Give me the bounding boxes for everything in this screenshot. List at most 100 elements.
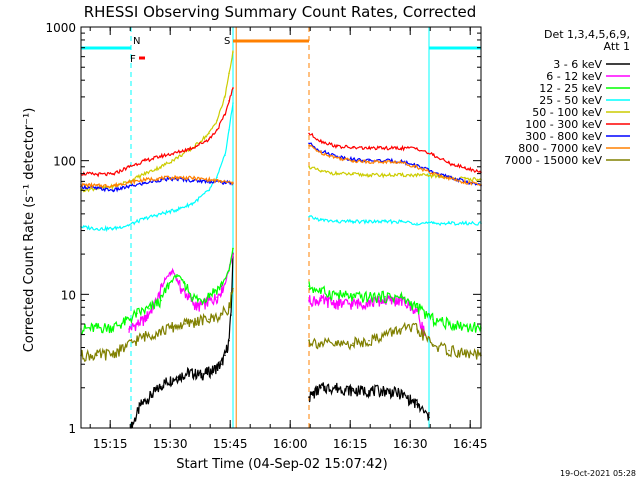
legend-label-6: 300 - 800 keV — [525, 130, 602, 143]
data-point-8-1-9 — [448, 349, 450, 352]
data-point-8-1-4 — [368, 339, 370, 342]
data-point-0-1-2 — [336, 386, 338, 389]
data-point-3-1-4 — [368, 220, 370, 223]
data-point-5-1-6 — [400, 147, 402, 149]
data-point-7-1-2 — [336, 157, 338, 159]
flag-label-3: F — [130, 54, 136, 65]
series-line-5-0 — [80, 87, 234, 178]
x-tick-label-0: 15:15 — [93, 437, 128, 451]
data-point-2-1-5 — [384, 295, 386, 298]
data-point-4-1-0 — [308, 165, 310, 168]
data-point-5-0-7 — [192, 146, 194, 149]
data-point-7-1-4 — [368, 161, 370, 163]
data-point-0-1-0 — [308, 396, 310, 398]
plot-area: N S F 1 10 100 1000 15:15 15:30 15:45 16:00 16:15 16… — [45, 21, 487, 451]
data-point-8-0-9 — [196, 320, 198, 322]
data-point-0-0-9 — [224, 354, 226, 357]
data-point-4-1-7 — [416, 174, 418, 176]
y-tick-label-3: 1000 — [45, 21, 76, 35]
data-point-1-0-3 — [164, 278, 166, 280]
data-point-5-1-2 — [336, 145, 338, 148]
data-point-3-1-9 — [448, 222, 450, 225]
data-point-0-1-5 — [384, 389, 386, 392]
data-point-5-0-10 — [224, 114, 226, 116]
data-point-2-0-3 — [124, 321, 126, 323]
data-point-0-0-5 — [188, 371, 190, 374]
data-point-3-1-8 — [432, 222, 434, 225]
data-point-2-1-4 — [368, 296, 370, 299]
data-point-8-1-1 — [320, 342, 322, 345]
x-tick-label-6: 16:45 — [453, 437, 488, 451]
data-point-7-0-8 — [208, 178, 210, 181]
data-point-7-0-2 — [112, 184, 114, 187]
data-point-4-1-4 — [368, 174, 370, 176]
data-point-0-0-2 — [152, 393, 154, 395]
data-point-3-1-3 — [352, 220, 354, 223]
data-point-3-0-9 — [216, 176, 218, 179]
data-point-4-0-5 — [160, 165, 162, 168]
data-point-8-1-10 — [464, 352, 466, 355]
data-point-5-0-6 — [176, 151, 178, 154]
legend-label-3: 25 - 50 keV — [539, 94, 602, 107]
data-point-5-0-12 — [232, 87, 234, 89]
data-point-8-0-8 — [184, 323, 186, 325]
data-point-7-1-8 — [432, 172, 434, 175]
data-point-3-1-0 — [308, 216, 310, 218]
series-line-7-0 — [80, 174, 234, 189]
data-point-5-0-8 — [208, 138, 210, 140]
data-point-1-0-10 — [224, 282, 226, 285]
flag-label-0: N — [133, 36, 140, 47]
footer-date: 19-Oct-2021 05:28 — [560, 469, 636, 478]
data-point-3-0-6 — [176, 208, 178, 211]
data-point-3-1-5 — [384, 220, 386, 223]
data-point-1-0-5 — [180, 288, 182, 290]
data-point-0-0-11 — [230, 314, 232, 316]
data-point-8-1-7 — [416, 328, 418, 330]
data-point-7-0-7 — [192, 177, 194, 179]
data-point-8-1-5 — [384, 333, 386, 336]
data-point-5-1-7 — [416, 147, 418, 149]
series-line-6-1 — [308, 142, 482, 187]
data-point-5-1-0 — [308, 132, 310, 135]
data-point-7-1-7 — [416, 165, 418, 168]
data-point-6-1-0 — [308, 142, 310, 145]
legend-label-0: 3 - 6 keV — [553, 58, 602, 71]
data-point-3-1-1 — [320, 219, 322, 221]
data-point-8-0-12 — [228, 306, 230, 309]
data-point-4-0-12 — [232, 51, 234, 53]
data-point-6-0-2 — [112, 189, 114, 192]
data-point-0-1-7 — [416, 403, 418, 406]
data-point-4-1-6 — [400, 174, 402, 176]
legend-label-1: 6 - 12 keV — [546, 70, 602, 83]
x-tick-label-5: 16:30 — [393, 437, 428, 451]
x-axis-label: Start Time (04-Sep-02 15:07:42) — [176, 457, 387, 472]
data-point-2-0-5 — [148, 307, 150, 310]
x-tick-label-3: 16:00 — [273, 437, 308, 451]
legend-header-0: Det 1,3,4,5,6,9, — [544, 28, 630, 41]
data-point-2-1-3 — [352, 296, 354, 299]
data-point-5-0-11 — [228, 100, 230, 102]
data-point-7-0-5 — [160, 177, 162, 179]
flag-label-2: S — [224, 36, 230, 47]
data-point-8-0-4 — [136, 338, 138, 341]
data-point-4-1-5 — [384, 174, 386, 176]
data-point-1-1-0 — [308, 299, 310, 302]
data-point-0-0-1 — [140, 403, 142, 406]
legend-label-5: 100 - 300 keV — [525, 118, 602, 131]
plot-frame — [80, 26, 482, 429]
chart-title: RHESSI Observing Summary Count Rates, Co… — [84, 3, 477, 21]
data-point-8-0-7 — [172, 326, 174, 328]
data-point-5-0-4 — [144, 159, 146, 162]
data-point-2-0-8 — [176, 274, 178, 276]
series-line-8-0 — [80, 290, 234, 363]
data-point-4-1-2 — [336, 172, 338, 175]
data-point-3-0-8 — [208, 189, 210, 192]
data-point-4-0-8 — [208, 132, 210, 135]
data-point-8-1-3 — [352, 342, 354, 345]
data-point-2-0-15 — [232, 247, 234, 250]
data-point-2-0-7 — [168, 282, 170, 285]
data-point-5-0-3 — [128, 165, 130, 168]
data-point-3-0-5 — [160, 213, 162, 215]
